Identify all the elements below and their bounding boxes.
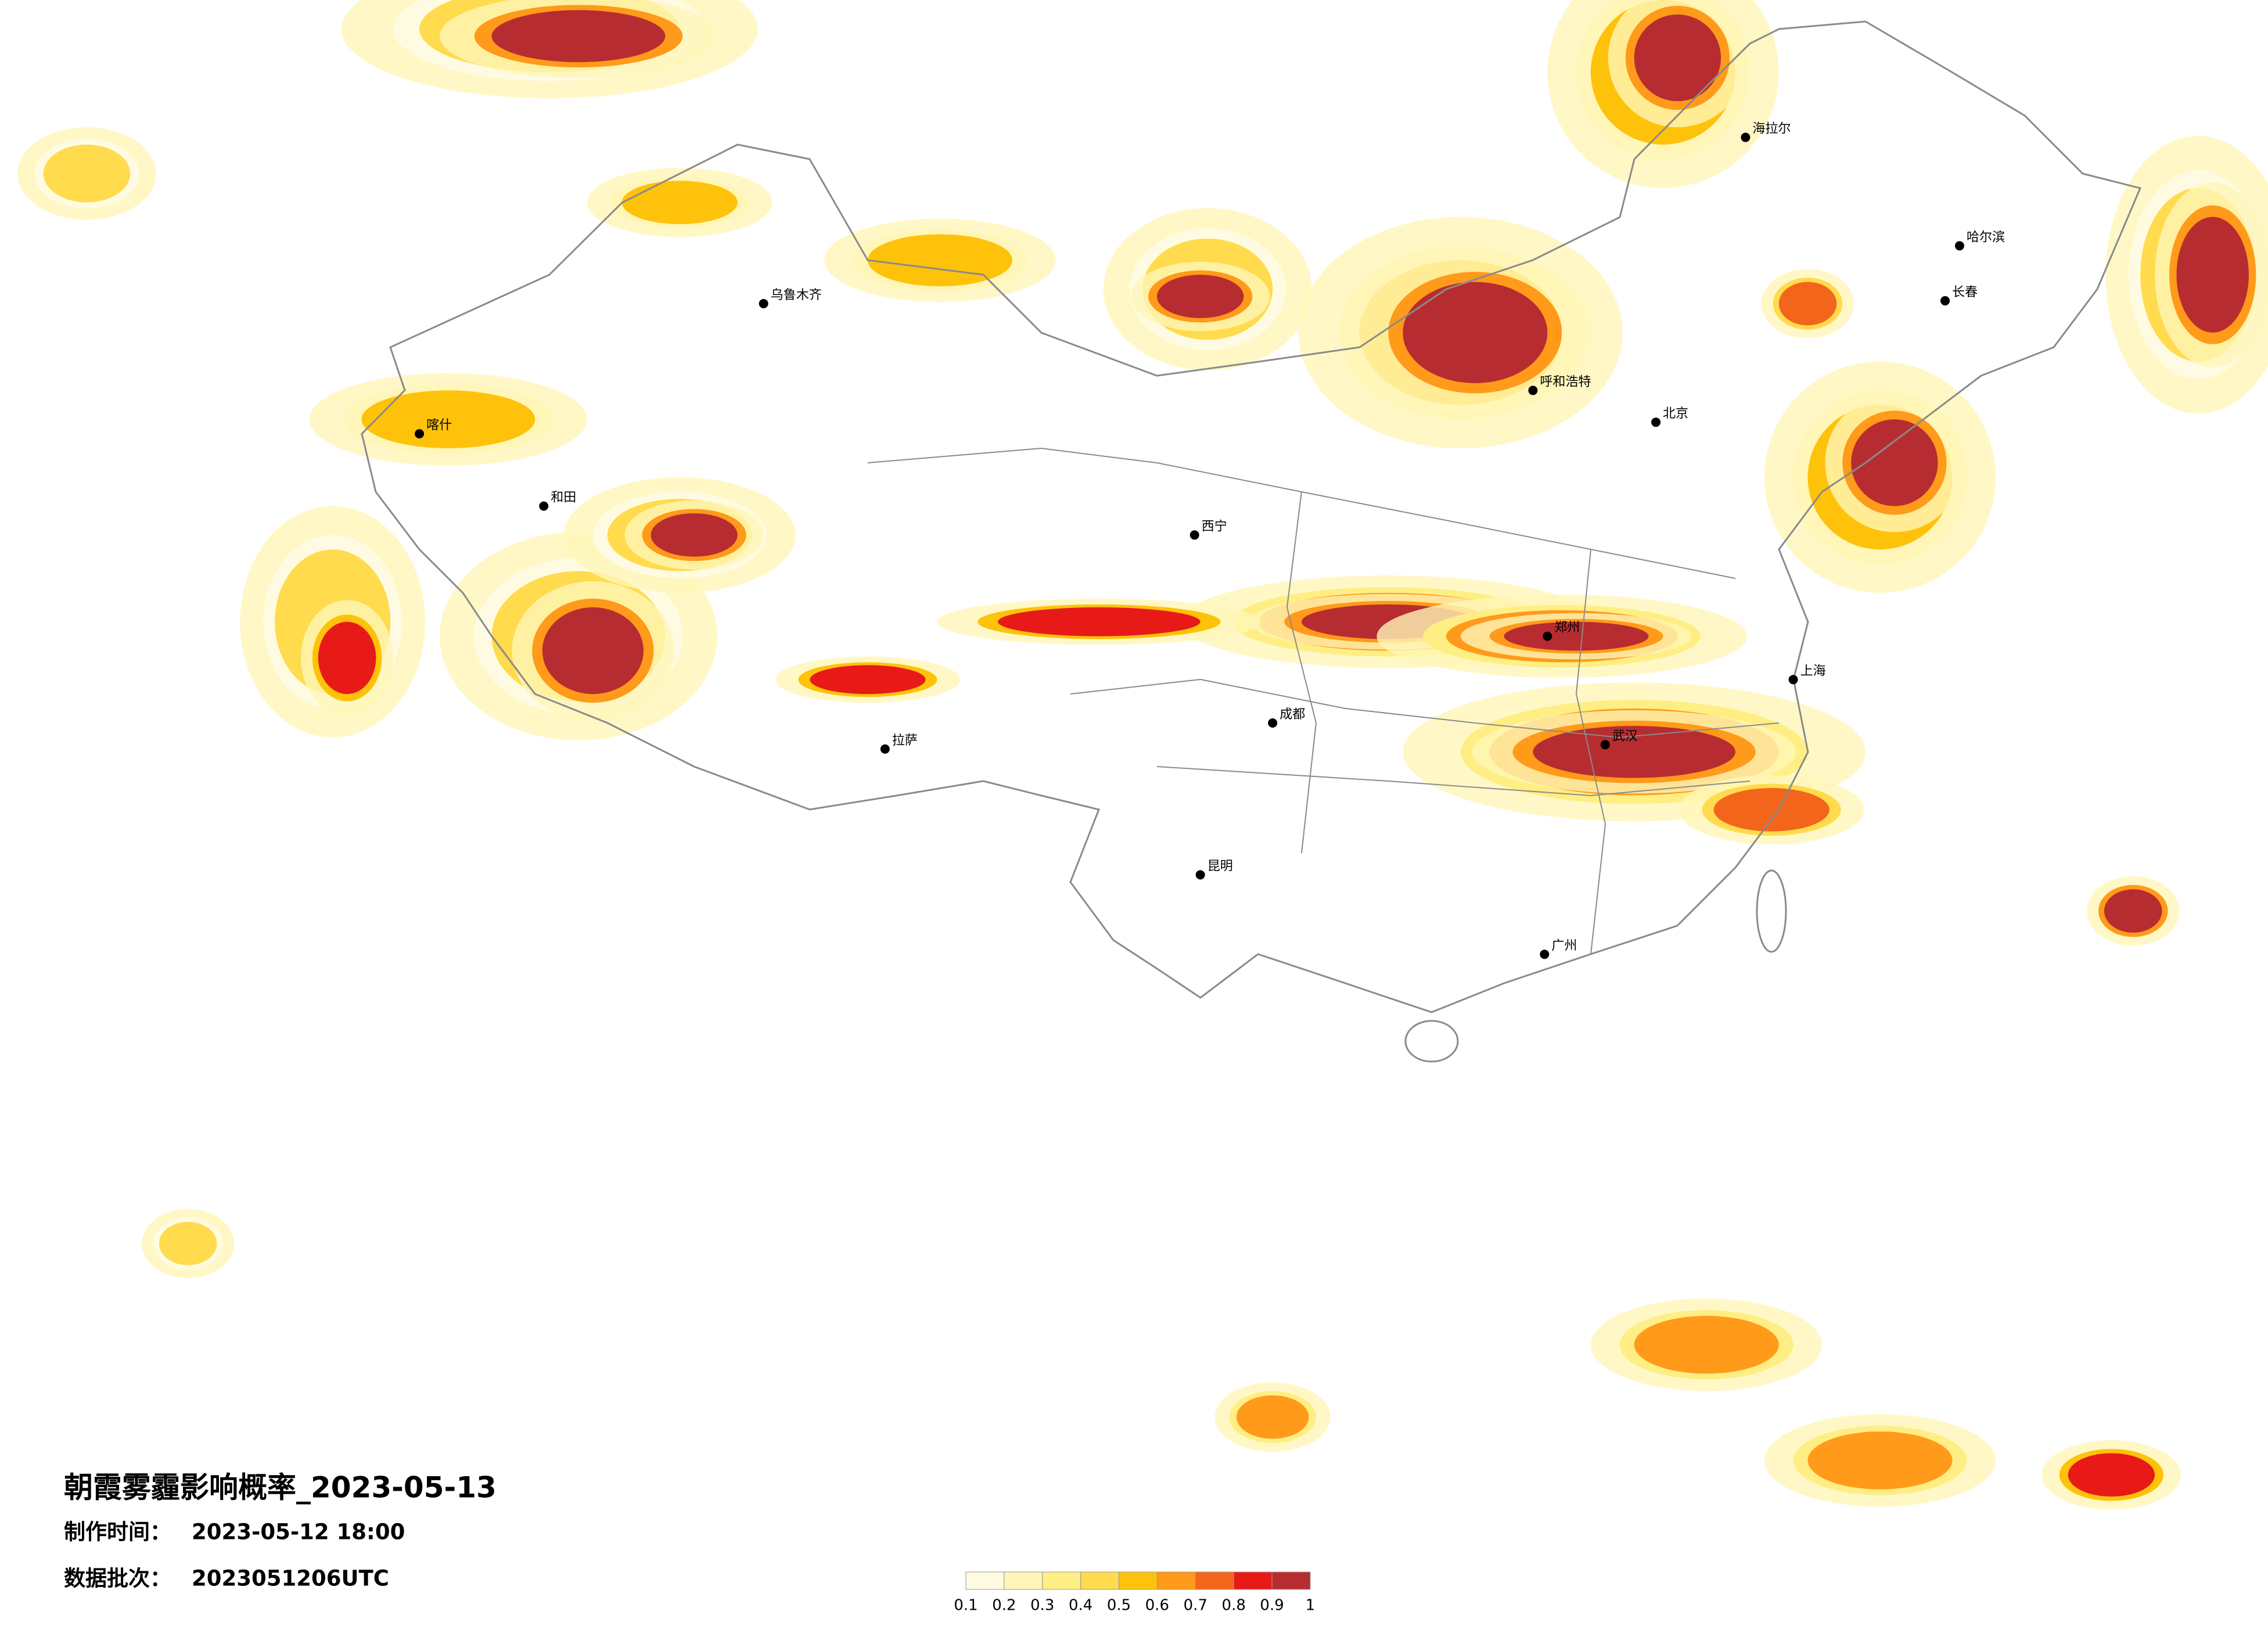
haze-core <box>1634 14 1721 102</box>
legend-swatch <box>1271 1571 1311 1590</box>
city-label: 和田 <box>551 491 576 505</box>
city-dot <box>759 298 768 308</box>
legend: 0.1 0.2 0.3 0.4 0.5 0.6 0.7 0.8 0.9 1 <box>954 1571 1315 1614</box>
legend-swatch <box>1156 1571 1196 1590</box>
legend-tick-label: 0.4 <box>1069 1597 1092 1614</box>
city-label: 乌鲁木齐 <box>771 288 822 303</box>
city-dot <box>539 501 549 511</box>
city-dot <box>1543 631 1552 641</box>
legend-tick-label: 0.9 <box>1260 1597 1284 1614</box>
haze-core <box>621 181 738 224</box>
legend-tick-label: 1 <box>1306 1597 1315 1614</box>
city-dot <box>1651 418 1661 427</box>
haze-core <box>159 1222 217 1265</box>
province-lines <box>867 447 1780 955</box>
haze-core <box>2176 217 2249 333</box>
city-label: 喀什 <box>426 418 452 433</box>
haze-core <box>1504 621 1649 651</box>
city-dot <box>1540 949 1550 959</box>
legend-tick-label: 0.7 <box>1184 1597 1207 1614</box>
city-dot <box>1195 870 1205 880</box>
legend-tick-label: 0.3 <box>1030 1597 1054 1614</box>
city-label: 长春 <box>1952 285 1978 300</box>
city-dot <box>1268 718 1278 728</box>
haze-core <box>1807 1431 1953 1490</box>
haze-core <box>43 144 131 203</box>
haze-core <box>2068 1453 2155 1497</box>
city-dot <box>415 429 425 438</box>
legend-swatch <box>1042 1571 1081 1590</box>
china-outline <box>361 20 2142 1013</box>
city-dot <box>1600 740 1610 750</box>
city-label: 郑州 <box>1554 621 1580 635</box>
city-label: 成都 <box>1279 707 1305 722</box>
haze-core <box>1851 419 1938 506</box>
land <box>361 20 2142 1063</box>
city-dot <box>1189 530 1199 540</box>
haze-areas <box>17 0 2268 1510</box>
legend-tick-label: 0.6 <box>1145 1597 1169 1614</box>
legend-swatch <box>1119 1571 1158 1590</box>
city-label: 北京 <box>1663 406 1688 421</box>
city-dot <box>1741 132 1751 142</box>
haze-core <box>868 234 1012 287</box>
city-label: 武汉 <box>1612 729 1638 743</box>
map-title: 朝霞雾霾影响概率_2023-05-13 <box>64 1471 497 1505</box>
legend-tick-label: 0.2 <box>992 1597 1016 1614</box>
legend-swatch <box>1195 1571 1234 1590</box>
haze-core <box>810 665 926 695</box>
city-label: 呼和浩特 <box>1540 375 1591 389</box>
haze-core <box>1403 282 1548 383</box>
legend-swatch <box>1004 1571 1043 1590</box>
city-dot <box>1940 296 1950 305</box>
city-label: 海拉尔 <box>1752 122 1791 136</box>
haze-core <box>2104 889 2162 933</box>
haze-core <box>1236 1395 1309 1439</box>
city-label: 西宁 <box>1202 519 1227 534</box>
legend-swatch <box>1080 1571 1120 1590</box>
city-dot <box>880 744 890 754</box>
legend-tick-label: 0.8 <box>1222 1597 1246 1614</box>
legend-tick-label: 0.1 <box>954 1597 977 1614</box>
haze-core <box>1778 282 1837 326</box>
haze-core <box>318 621 376 695</box>
haze-core <box>361 390 535 448</box>
haze-core <box>1634 1315 1779 1374</box>
haze-core <box>998 607 1201 636</box>
batch: 2023051206UTC <box>192 1566 389 1591</box>
taiwan <box>1756 869 1787 953</box>
haze-core <box>542 607 644 695</box>
made-time: 2023-05-12 18:00 <box>192 1520 405 1545</box>
haze-core <box>1533 725 1735 778</box>
hainan <box>1404 1020 1459 1063</box>
city-label: 上海 <box>1800 664 1826 678</box>
legend-tick-label: 0.5 <box>1107 1597 1131 1614</box>
haze-core <box>650 513 738 557</box>
legend-swatch <box>965 1571 1005 1590</box>
city-label: 拉萨 <box>892 733 918 748</box>
haze-core <box>1157 275 1244 318</box>
city-label: 昆明 <box>1207 859 1233 873</box>
city-dot <box>1954 241 1964 251</box>
haze-core <box>491 10 666 63</box>
made-time-label: 制作时间： <box>64 1520 171 1545</box>
batch-label: 数据批次： <box>64 1566 171 1591</box>
city-dot <box>1528 386 1538 395</box>
city-label: 广州 <box>1551 938 1577 953</box>
haze-core <box>1713 788 1830 832</box>
legend-swatch <box>1233 1571 1273 1590</box>
city-label: 哈尔滨 <box>1967 230 2005 244</box>
city-dot <box>1788 675 1798 685</box>
